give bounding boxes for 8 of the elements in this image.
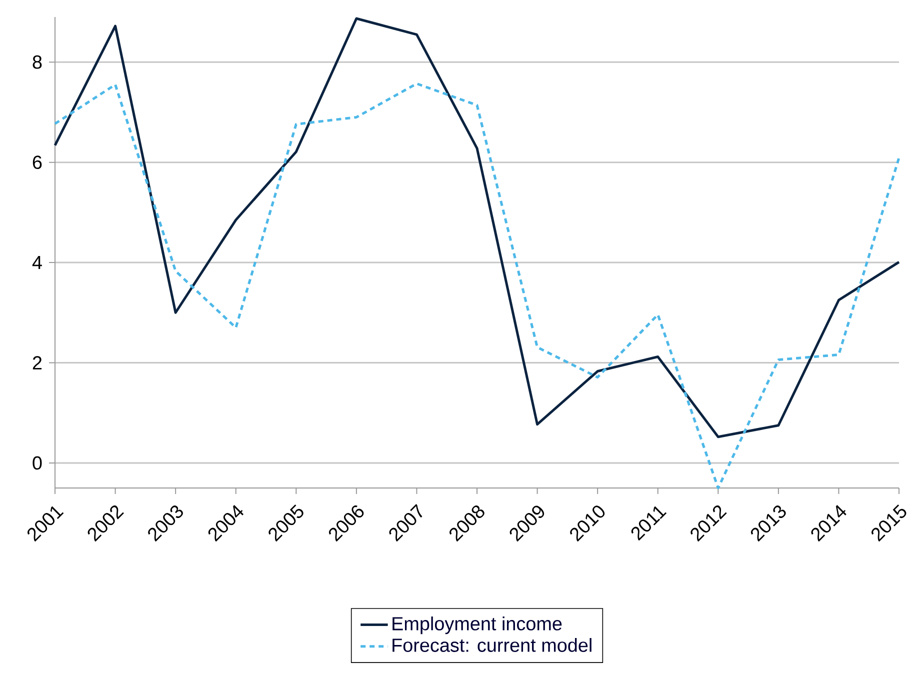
y-tick-label: 4 (32, 256, 42, 270)
y-tick-label: 6 (32, 156, 42, 170)
y-tick-label: 2 (32, 356, 42, 370)
line-series (54, 17, 900, 438)
legend-label: Employment income (392, 616, 562, 634)
legend-label: Forecast: current model (392, 638, 592, 652)
y-tick-label: 8 (32, 55, 42, 69)
y-tick-label: 0 (32, 456, 42, 470)
